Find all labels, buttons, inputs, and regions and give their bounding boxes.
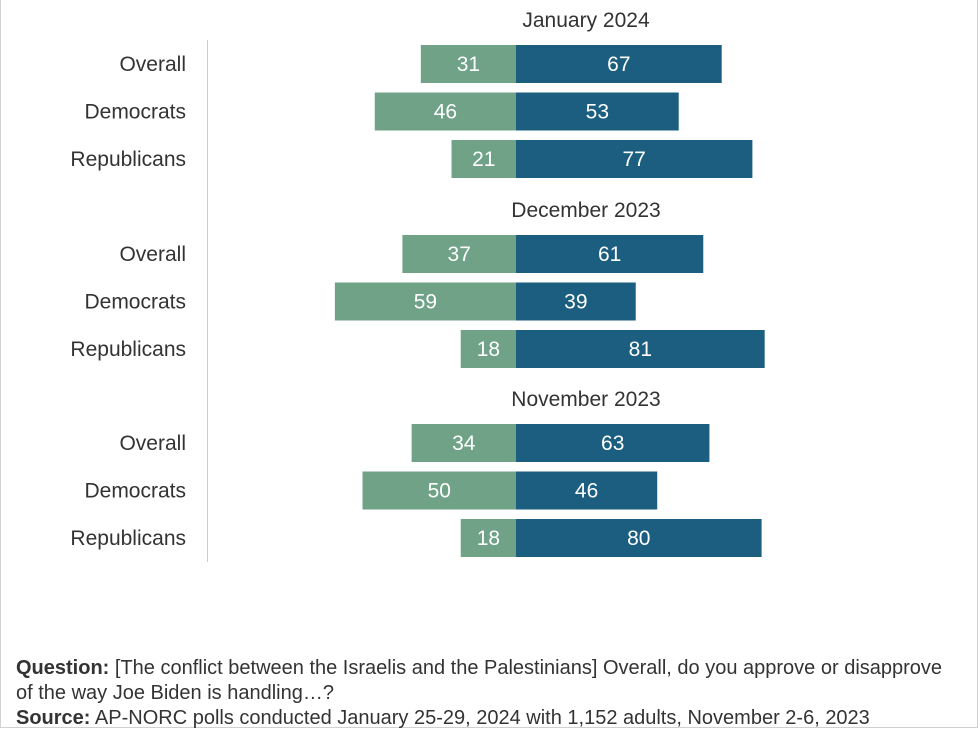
category-label: Overall — [119, 432, 186, 455]
question-note: Question: [The conflict between the Isra… — [16, 656, 964, 706]
disapprove-bar — [460, 330, 516, 368]
approve-data-label: 67 — [607, 53, 630, 76]
approve-data-label: 63 — [601, 432, 624, 455]
approve-data-label: 53 — [586, 101, 609, 124]
approve-data-label: 80 — [627, 527, 650, 550]
category-label: Democrats — [84, 480, 186, 503]
approve-bar — [516, 45, 722, 83]
approve-data-label: 39 — [564, 291, 587, 314]
panel-title: November 2023 — [511, 388, 660, 411]
category-label: Overall — [119, 53, 186, 76]
approve-data-label: 46 — [575, 480, 598, 503]
category-label: Overall — [119, 243, 186, 266]
disapprove-data-label: 50 — [428, 480, 451, 503]
diverging-bar-chart: January 2024 Overall 31 67 Democrats 46 53 Repu… — [70, 9, 765, 562]
source-label: Source: — [16, 707, 91, 729]
question-label: Question: — [16, 657, 110, 679]
approve-bar — [516, 92, 679, 131]
disapprove-bar — [374, 92, 516, 131]
category-label: Republicans — [70, 527, 186, 550]
disapprove-bar — [420, 45, 516, 83]
category-label: Republicans — [70, 338, 186, 361]
disapprove-bar — [411, 424, 516, 462]
disapprove-data-label: 37 — [448, 243, 471, 266]
approve-bar — [516, 140, 753, 178]
disapprove-bar — [334, 282, 516, 321]
disapprove-data-label: 21 — [472, 148, 495, 171]
category-label: Republicans — [70, 148, 186, 171]
disapprove-data-label: 18 — [477, 338, 500, 361]
approve-bar — [516, 471, 658, 510]
source-note: Source: AP-NORC polls conducted January … — [16, 706, 964, 731]
panel-title: January 2024 — [522, 9, 650, 32]
approve-bar — [516, 330, 765, 368]
approve-bar — [516, 424, 710, 462]
approve-bar — [516, 519, 762, 557]
approve-bar — [516, 235, 704, 273]
approve-bar — [516, 282, 636, 321]
category-label: Democrats — [84, 101, 186, 124]
disapprove-bar — [460, 519, 516, 557]
panel-title: December 2023 — [511, 199, 660, 222]
approve-data-label: 81 — [629, 338, 652, 361]
disapprove-data-label: 46 — [434, 101, 457, 124]
source-text: AP-NORC polls conducted January 25-29, 2… — [90, 707, 870, 729]
disapprove-bar — [362, 471, 516, 510]
approve-data-label: 77 — [623, 148, 646, 171]
disapprove-data-label: 18 — [477, 527, 500, 550]
disapprove-data-label: 59 — [414, 291, 437, 314]
disapprove-data-label: 34 — [452, 432, 476, 455]
disapprove-data-label: 31 — [457, 53, 480, 76]
category-label: Democrats — [84, 291, 186, 314]
disapprove-bar — [402, 235, 516, 273]
disapprove-bar — [451, 140, 516, 178]
approve-data-label: 61 — [598, 243, 621, 266]
question-text: [The conflict between the Israelis and t… — [16, 657, 943, 704]
